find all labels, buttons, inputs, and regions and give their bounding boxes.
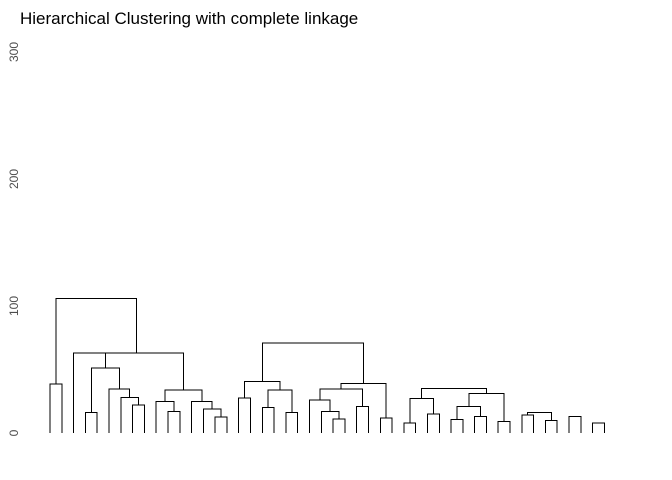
merge-branch-3 — [132, 404, 145, 433]
merge-branch-2 — [84, 412, 98, 433]
merge-branch-27 — [340, 382, 387, 418]
merge-branch-21 — [332, 418, 346, 433]
merge-branch-39 — [544, 419, 558, 433]
merge-branch-31 — [409, 398, 434, 423]
merge-branch-22 — [320, 410, 340, 433]
merge-branch-28 — [261, 342, 365, 384]
merge-branch-12 — [191, 400, 213, 433]
y-tick-label-3: 300 — [7, 42, 21, 62]
dendrogram-branches — [49, 297, 605, 433]
merge-branch-26 — [379, 417, 393, 433]
merge-branch-37 — [421, 388, 487, 399]
merge-branch-16 — [238, 397, 252, 433]
merge-branch-34 — [456, 405, 482, 420]
merge-branch-10 — [214, 416, 228, 433]
merge-branch-13 — [164, 389, 203, 402]
y-axis: 0 100 200 300 — [7, 42, 21, 437]
merge-branch-19 — [267, 389, 293, 413]
merge-branch-29 — [403, 422, 417, 433]
merge-branch-4 — [120, 396, 139, 433]
merge-branch-14 — [89, 352, 184, 390]
merge-branch-6 — [90, 367, 120, 413]
merge-branch-40 — [527, 412, 552, 421]
merge-branch-32 — [450, 419, 464, 433]
merge-branch-9 — [155, 400, 175, 433]
merge-branch-25 — [319, 388, 364, 407]
merge-branch-35 — [497, 421, 511, 433]
merge-branch-33 — [474, 415, 487, 433]
merge-branch-17 — [261, 407, 275, 433]
merge-branch-38 — [521, 414, 535, 433]
merge-branch-7 — [73, 352, 106, 433]
merge-branch-11 — [202, 408, 222, 433]
merge-branch-8 — [167, 410, 181, 433]
y-tick-label-2: 200 — [7, 169, 21, 189]
merge-branch-41 — [568, 415, 582, 433]
merge-branch-1 — [49, 383, 63, 433]
merge-branch-23 — [309, 399, 331, 433]
merge-branch-15 — [55, 297, 137, 385]
y-tick-label-0: 0 — [7, 429, 21, 436]
chart-title: Hierarchical Clustering with complete li… — [20, 9, 358, 28]
merge-branch-30 — [426, 413, 440, 433]
y-tick-label-1: 100 — [7, 296, 21, 316]
merge-branch-5 — [108, 388, 131, 433]
merge-branch-24 — [356, 405, 369, 433]
merge-branch-42 — [592, 422, 605, 433]
merge-branch-18 — [285, 412, 299, 433]
